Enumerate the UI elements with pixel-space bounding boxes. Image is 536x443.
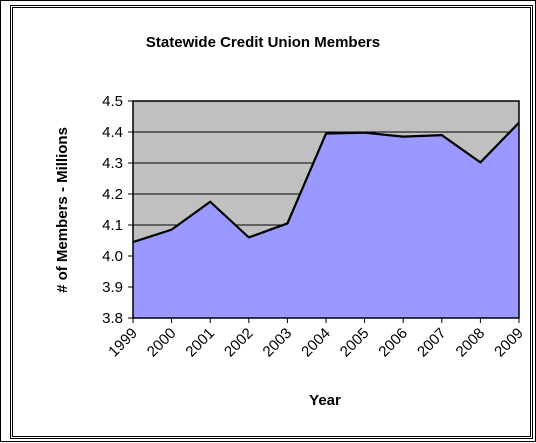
y-tick-label: 4.3 [102, 155, 123, 172]
y-tick-label: 3.9 [102, 279, 123, 296]
series-line [132, 121, 520, 244]
chart-title: Statewide Credit Union Members [146, 34, 380, 51]
x-tick-label: 1999 [105, 325, 141, 361]
series-area [133, 122, 519, 318]
x-tick-label: 2009 [491, 325, 527, 361]
y-axis-label: # of Members - Millions [54, 127, 71, 293]
x-axis-label: Year [309, 392, 341, 409]
plot-area: 3.8 3.9 4.0 4.1 4.2 4.3 4.4 4.5 1999 2000 2001 2002… [102, 93, 527, 360]
x-tick-label: 2007 [414, 325, 450, 361]
x-tick-label: 2008 [453, 325, 489, 361]
x-tick-label: 2002 [221, 325, 257, 361]
y-tick-label: 4.5 [102, 93, 123, 110]
y-tick-label: 4.2 [102, 186, 123, 203]
x-tick-label: 2006 [375, 325, 411, 361]
x-tick-label: 2003 [260, 325, 296, 361]
y-tick-label: 4.4 [102, 124, 123, 141]
x-tick-label: 2004 [298, 325, 334, 361]
y-tick-label: 4.0 [102, 248, 123, 265]
y-tick-label: 4.1 [102, 217, 123, 234]
x-tick-label: 2000 [144, 325, 180, 361]
x-tick-label: 2005 [337, 325, 373, 361]
y-tick-label: 3.8 [102, 310, 123, 327]
x-tick-label: 2001 [182, 325, 218, 361]
